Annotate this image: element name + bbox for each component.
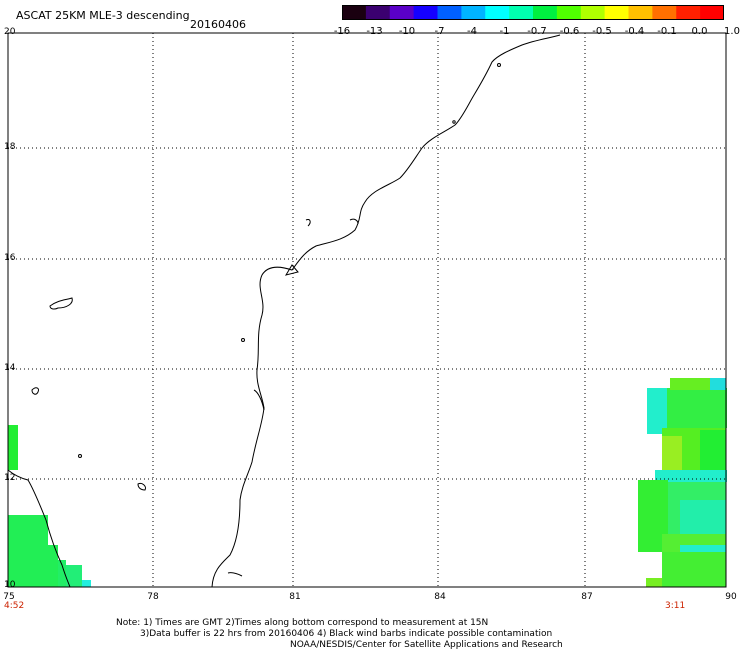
colorbar-label: -4: [467, 26, 477, 37]
note-line-2: 3)Data buffer is 22 hrs from 20160406 4)…: [140, 629, 553, 639]
time-right: 3:11: [665, 601, 686, 611]
colorbar-label: -0.4: [624, 26, 645, 37]
colorbar-segment: [604, 5, 630, 20]
colorbar-label: -10: [398, 26, 416, 37]
gridlines: [8, 33, 726, 587]
colorbar-segment: [556, 5, 582, 20]
colorbar: [342, 5, 724, 20]
colorbar-segment: [700, 5, 724, 20]
colorbar-segment: [389, 5, 415, 20]
lat-label-20: 20: [4, 27, 16, 37]
lon-label-81: 81: [289, 592, 301, 602]
colorbar-segment: [628, 5, 653, 20]
colorbar-segment: [676, 5, 701, 20]
colorbar-segment: [461, 5, 486, 20]
colorbar-segment: [509, 5, 534, 20]
lon-label-87: 87: [581, 592, 593, 602]
colorbar-segment: [437, 5, 462, 20]
colorbar-label: 1.0: [724, 26, 740, 37]
note-line-3: NOAA/NESDIS/Center for Satellite Applica…: [290, 640, 563, 650]
colorbar-label: -7: [434, 26, 445, 37]
colorbar-label: -0.7: [527, 26, 547, 37]
map-title: ASCAT 25KM MLE-3 descending: [16, 9, 190, 22]
lat-label-10: 10: [4, 580, 16, 590]
colorbar-label: 0.0: [691, 26, 708, 37]
colorbar-labels: -16 -13 -10 -7 -4 -1 -0.7 -0.6 -0.5 -0.4 -0.1 0.0 1.…: [330, 26, 740, 38]
colorbar-label: -1: [499, 26, 510, 37]
colorbar-label: -0.1: [657, 26, 677, 37]
time-left: 4:52: [4, 601, 25, 611]
colorbar-segment: [413, 5, 439, 20]
colorbar-label: -0.6: [559, 26, 580, 37]
colorbar-segment: [342, 5, 367, 20]
lon-label-75: 75: [3, 592, 15, 602]
coastline: [7, 34, 561, 588]
colorbar-border: [342, 5, 724, 20]
map-date: 20160406: [190, 18, 246, 31]
colorbar-label: -13: [366, 26, 383, 37]
lat-label-12: 12: [4, 473, 16, 483]
colorbar-segment: [652, 5, 677, 20]
colorbar-segment: [580, 5, 606, 20]
lat-label-16: 16: [4, 253, 16, 263]
colorbar-segment: [485, 5, 510, 20]
lat-label-18: 18: [4, 142, 16, 152]
colorbar-label: -0.5: [592, 26, 612, 37]
data-swath-right: [638, 378, 727, 587]
lon-label-90: 90: [725, 592, 737, 602]
lon-label-84: 84: [434, 592, 446, 602]
lon-label-78: 78: [147, 592, 159, 602]
lat-label-14: 14: [4, 363, 16, 373]
colorbar-segment: [365, 5, 391, 20]
colorbar-label: -16: [333, 26, 351, 37]
map-frame: [7, 32, 727, 588]
colorbar-segment: [533, 5, 558, 20]
note-line-1: Note: 1) Times are GMT 2)Times along bot…: [116, 618, 489, 628]
data-swath-left: [8, 425, 91, 587]
